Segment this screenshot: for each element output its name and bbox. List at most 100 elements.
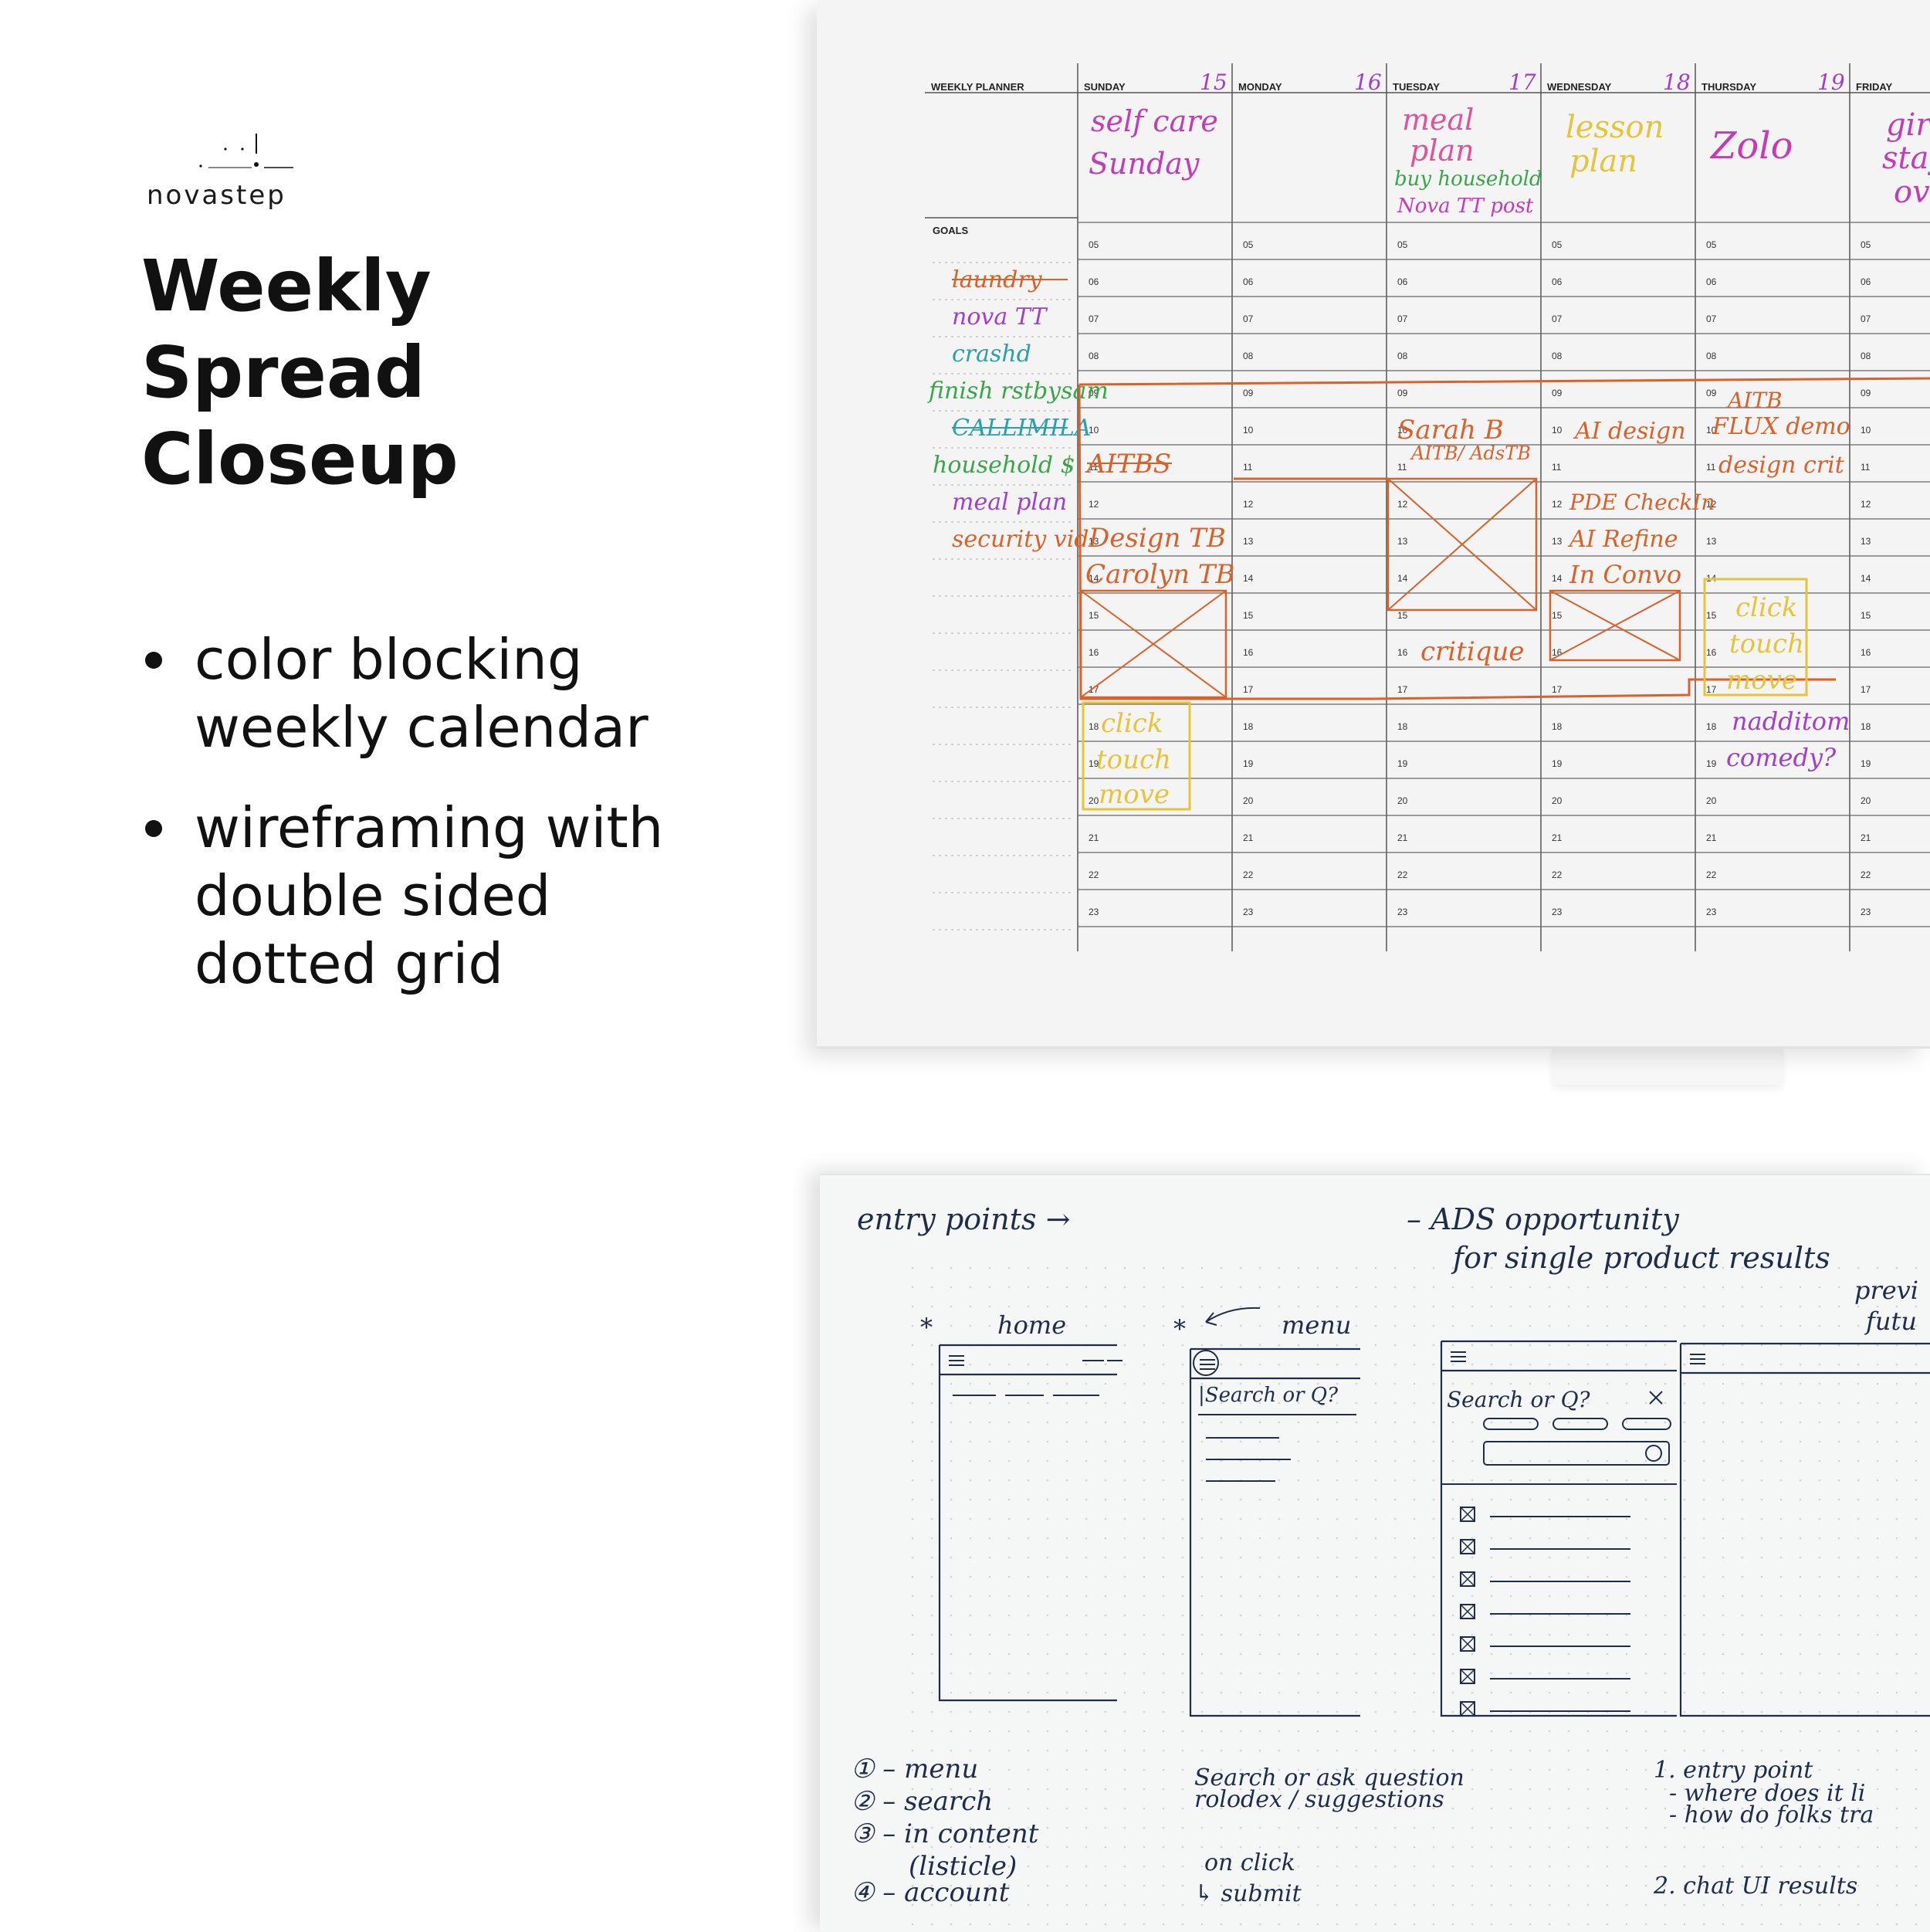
hour-label: 07 [1861, 314, 1871, 324]
sunday-note: Sunday [1089, 147, 1200, 181]
hour-label: 22 [1397, 869, 1408, 880]
hour-label: 05 [1706, 239, 1717, 250]
checkbox-mark-icon [1460, 1539, 1475, 1554]
day-date: 17 [1508, 69, 1536, 95]
hour-label: 12 [1861, 499, 1871, 510]
note-line: rolodex / suggestions [1194, 1786, 1444, 1813]
submit-arrow-icon [1645, 1445, 1662, 1462]
note-line: 2. chat UI results [1653, 1873, 1857, 1900]
hour-label: 17 [1397, 684, 1408, 695]
page-title: Weekly Spread Closeup [141, 243, 459, 503]
note-line: 1. entry point [1654, 1757, 1813, 1784]
hour-label: 18 [1861, 721, 1871, 732]
hour-label: 20 [1706, 795, 1717, 806]
close-icon [1649, 1391, 1663, 1405]
hour-label: 08 [1706, 351, 1717, 361]
note-line: - where does it li [1669, 1780, 1865, 1807]
hour-label: 07 [1243, 314, 1254, 324]
friday-note: stay [1882, 141, 1930, 176]
hour-label: 21 [1706, 832, 1717, 843]
dot-grid [911, 1266, 1918, 1926]
weekly-planner-grid: WEEKLY PLANNER SUNDAY 15 MONDAY 16 TUESDAY 17 W… [925, 63, 1930, 951]
note-line: - how do folks tra [1669, 1802, 1874, 1829]
hour-label: 12 [1706, 499, 1717, 510]
note-line: Search or ask question [1194, 1764, 1464, 1791]
hour-label: 10 [1552, 425, 1563, 436]
feature-list: color blocking weekly calendar wireframi… [139, 625, 663, 1030]
sunday-note: self care [1091, 104, 1218, 138]
hour-label: 05 [1089, 239, 1099, 250]
logo-mark-icon [199, 134, 293, 168]
goal-item: household $ [933, 452, 1075, 479]
feature-text: color blocking [195, 627, 583, 692]
checkbox-icon [1460, 1636, 1475, 1652]
tuesday-event: Sarah B [1397, 415, 1504, 446]
image-placeholder-cross [1549, 590, 1681, 661]
hour-label: 23 [1552, 907, 1563, 917]
tuesday-event: critique [1420, 636, 1525, 667]
wednesday-event: AI Refine [1567, 526, 1678, 553]
suggestion-chip [1622, 1418, 1671, 1430]
hour-label: 19 [1706, 758, 1717, 769]
wireframe-note: – ADS opportunity [1407, 1202, 1679, 1236]
hour-label: 20 [1089, 795, 1099, 806]
checkbox-mark-icon [1460, 1701, 1475, 1717]
hour-label: 08 [1552, 351, 1563, 361]
hour-label: 20 [1552, 795, 1563, 806]
wireframe-note: futu [1864, 1307, 1917, 1336]
brand-name: novastep [147, 180, 286, 211]
hour-label: 10 [1706, 425, 1717, 436]
goal-item: finish rstbysam [927, 378, 1109, 405]
bullet-icon [145, 820, 162, 837]
hour-label: 10 [1089, 425, 1099, 436]
hour-label: 14 [1552, 573, 1563, 584]
hour-label: 16 [1089, 647, 1099, 658]
day-name: THURSDAY [1701, 81, 1756, 93]
thursday-note: Zolo [1709, 124, 1793, 168]
wireframe-note: previ [1854, 1276, 1918, 1305]
hour-label: 09 [1861, 388, 1871, 398]
title-line: Weekly [141, 245, 432, 327]
hour-label: 12 [1243, 499, 1254, 510]
planner-page-tab [1552, 1046, 1783, 1085]
title-line: Spread [141, 331, 425, 414]
checkbox-icon [1460, 1701, 1475, 1717]
legend-item: ④ – account [851, 1877, 1010, 1908]
hour-label: 11 [1089, 462, 1099, 473]
asterisk: * [920, 1313, 933, 1342]
checkbox-icon [1460, 1669, 1475, 1684]
hour-label: 11 [1552, 462, 1562, 473]
hour-label: 12 [1397, 499, 1408, 510]
legend-item: (listicle) [909, 1851, 1017, 1882]
wireframe-heading: entry points → [857, 1202, 1070, 1236]
thursday-event: nadditom [1732, 707, 1850, 736]
hour-label: 21 [1552, 832, 1563, 843]
tuesday-note: buy household [1394, 168, 1542, 191]
legend-item: ③ – in content [851, 1818, 1039, 1849]
hour-label: 06 [1243, 276, 1254, 287]
image-placeholder-cross [1387, 478, 1537, 611]
friday-note: ov [1894, 175, 1930, 210]
menu-icon [1200, 1359, 1215, 1370]
checkbox-mark-icon [1460, 1507, 1475, 1522]
feature-item: color blocking weekly calendar [139, 625, 663, 761]
thursday-event: comedy? [1726, 743, 1837, 772]
thursday-event: design crit [1718, 452, 1845, 479]
hour-label: 23 [1243, 907, 1254, 917]
feature-text: wireframing with [195, 795, 664, 860]
goal-item: nova TT [952, 303, 1048, 330]
hour-label: 05 [1243, 239, 1254, 250]
hour-label: 15 [1706, 610, 1717, 621]
arrow-icon [1205, 1307, 1261, 1326]
hour-label: 18 [1397, 721, 1408, 732]
day-name: SUNDAY [1084, 81, 1126, 93]
hour-label: 17 [1089, 684, 1099, 695]
yellow-block [1082, 701, 1191, 811]
hour-label: 10 [1861, 425, 1871, 436]
brand-logo: novastep [147, 127, 324, 220]
hour-label: 10 [1243, 425, 1254, 436]
checkbox-mark-icon [1460, 1636, 1475, 1652]
day-date: 19 [1817, 69, 1845, 95]
hour-label: 06 [1089, 276, 1099, 287]
checkbox-icon [1460, 1539, 1475, 1554]
